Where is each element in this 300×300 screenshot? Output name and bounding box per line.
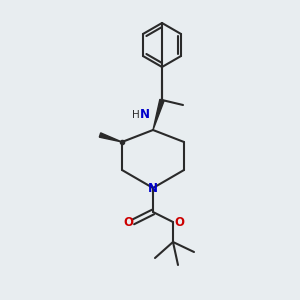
Polygon shape: [99, 133, 122, 142]
Text: O: O: [123, 215, 133, 229]
Text: N: N: [148, 182, 158, 194]
Text: H: H: [132, 110, 140, 120]
Polygon shape: [153, 99, 164, 130]
Text: O: O: [174, 215, 184, 229]
Text: N: N: [140, 109, 150, 122]
